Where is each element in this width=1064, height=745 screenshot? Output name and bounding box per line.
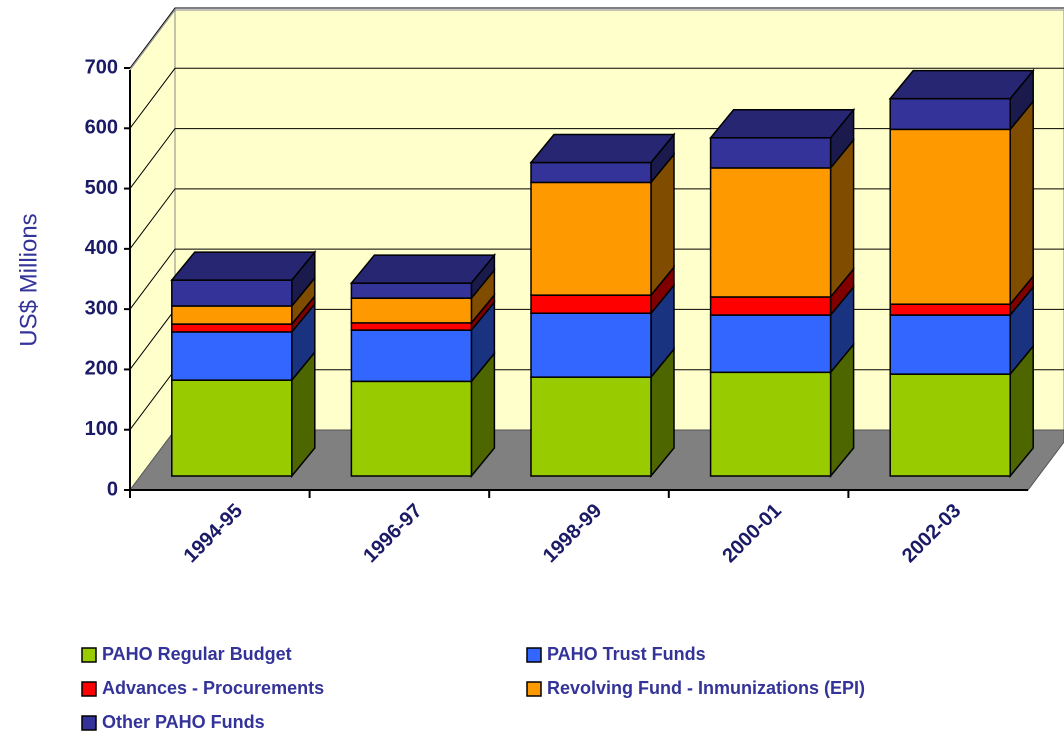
- legend-label: Revolving Fund - Inmunizations (EPI): [547, 678, 865, 698]
- bar-side: [1009, 99, 1034, 307]
- x-tick-label: 1996-97: [359, 500, 426, 567]
- bar: [709, 137, 832, 169]
- y-tick-label: 300: [85, 297, 118, 319]
- bar: [889, 97, 1011, 131]
- grid-line: [129, 7, 1064, 69]
- bar-top: [888, 69, 1035, 100]
- bar: [171, 379, 293, 477]
- bar: [530, 294, 652, 314]
- side-wall: [129, 8, 176, 492]
- bar: [171, 323, 293, 333]
- legend-label: Other PAHO Funds: [102, 712, 265, 732]
- bar: [889, 314, 1011, 375]
- bar: [889, 303, 1011, 316]
- legend-swatch: [526, 647, 542, 663]
- y-tick-label: 600: [85, 117, 118, 139]
- bar-top: [709, 109, 856, 139]
- bar: [530, 312, 652, 378]
- bar: [350, 322, 473, 331]
- bar: [709, 296, 832, 316]
- legend-label: PAHO Regular Budget: [102, 644, 292, 664]
- bar: [171, 331, 293, 381]
- bar: [350, 380, 473, 477]
- x-tick-label: 2002-03: [898, 500, 965, 567]
- bar: [350, 329, 473, 383]
- bar: [889, 128, 1011, 305]
- bar-top: [349, 254, 496, 284]
- bar: [171, 279, 293, 307]
- x-tick-label: 2000-01: [718, 500, 785, 567]
- bar: [530, 181, 652, 296]
- x-tick-label: 1994-95: [180, 500, 247, 567]
- bar: [889, 373, 1011, 477]
- grid-line: [129, 67, 1064, 129]
- y-tick-label: 700: [85, 56, 118, 78]
- legend-swatch: [81, 715, 97, 731]
- y-tick-label: 0: [107, 478, 118, 500]
- bar: [350, 282, 473, 299]
- bar: [709, 167, 832, 298]
- y-tick-label: 400: [85, 237, 118, 259]
- bar-top: [170, 251, 317, 281]
- legend-swatch: [81, 647, 97, 663]
- x-tick-label: 1998-99: [539, 500, 606, 567]
- legend-swatch: [81, 681, 97, 697]
- bar-top: [529, 133, 676, 164]
- legend-label: PAHO Trust Funds: [547, 644, 706, 664]
- y-tick-label: 200: [85, 358, 118, 380]
- bar: [709, 371, 832, 477]
- bar: [709, 314, 832, 374]
- bar: [350, 297, 473, 324]
- bar: [171, 305, 293, 325]
- legend-label: Advances - Procurements: [102, 678, 324, 698]
- bar: [530, 161, 652, 184]
- y-tick-label: 500: [85, 177, 118, 199]
- y-tick-label: 100: [85, 418, 118, 440]
- y-axis-label: US$ Millions: [15, 213, 42, 346]
- legend-swatch: [526, 681, 542, 697]
- bar: [530, 376, 652, 477]
